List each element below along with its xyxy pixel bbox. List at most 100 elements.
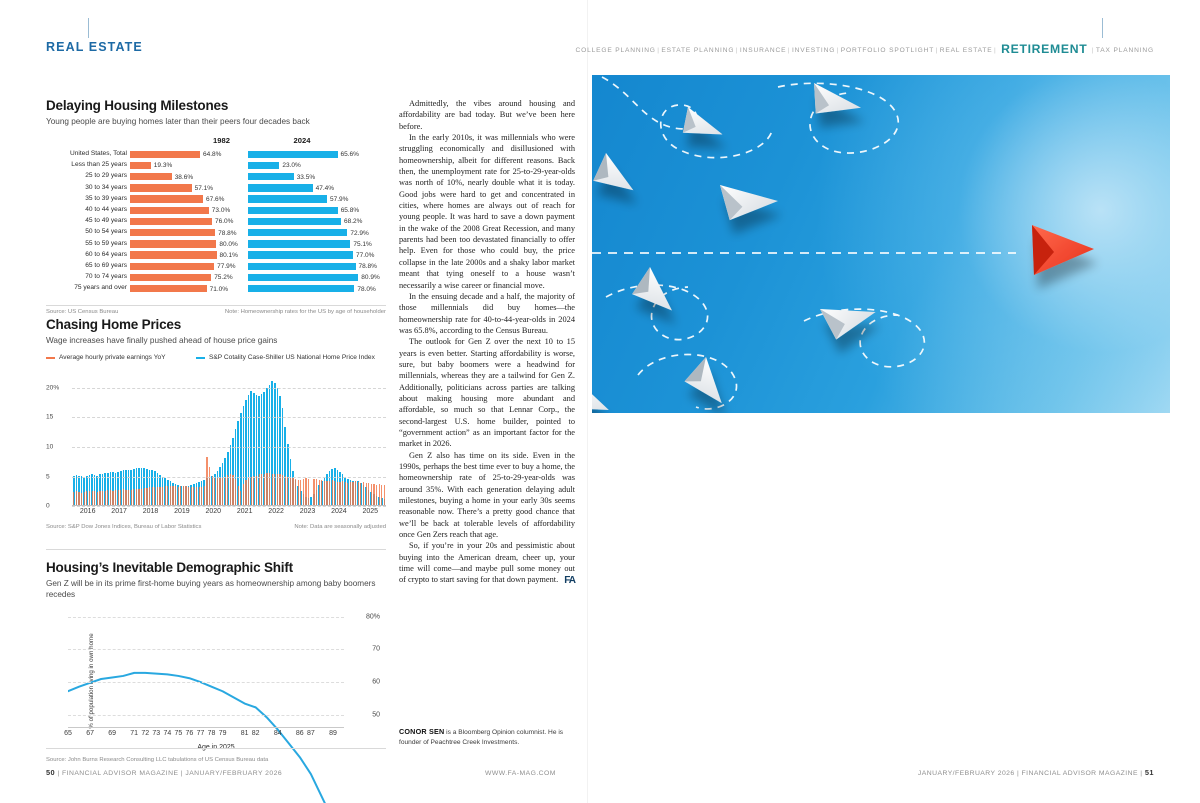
nav-item-retirement[interactable]: RETIREMENT: [1001, 42, 1088, 56]
chart1-value-label: 67.6%: [206, 196, 225, 203]
table-row: 60 to 64 years 80.1% 77.0%: [46, 250, 386, 261]
chart2-bar-earnings: [182, 485, 185, 506]
chart2-bar-hpi: [122, 470, 125, 506]
chart1-bar: [130, 251, 217, 259]
chart2-legend-label-b: S&P Cotality Case-Shiller US National Ho…: [209, 354, 375, 362]
chart2-bar-earnings: [216, 477, 218, 506]
chart3-plot: % of population living in own home 50 60 7…: [46, 610, 386, 751]
chart1-bar-track: 71.0%: [130, 284, 228, 293]
chart1-bar-track: 68.2%: [248, 217, 368, 226]
chart2-bar-hpi: [286, 443, 289, 506]
nav-item-insurance[interactable]: INSURANCE: [739, 47, 787, 54]
chart2-bar-group: [135, 374, 139, 506]
chart-delaying-housing-milestones: Delaying Housing Milestones Young people…: [46, 98, 386, 319]
nav-item-college-planning[interactable]: COLLEGE PLANNING: [575, 47, 656, 54]
chart2-bar-group: [294, 374, 298, 506]
chart2-bar-group: [143, 374, 146, 506]
chart3-series-line: [68, 673, 344, 803]
chart1-bar: [130, 161, 151, 170]
flight-paths: [592, 76, 1016, 410]
chart1-category-label: Less than 25 years: [71, 161, 127, 169]
paper-airplanes-illustration: [592, 76, 1094, 411]
chart2-bar-earnings: [112, 490, 114, 506]
chart2-bar-group: [266, 374, 269, 506]
nav-item-estate-planning[interactable]: ESTATE PLANNING: [661, 47, 735, 54]
chart2-bar-group: [336, 374, 340, 506]
chart2-bar-earnings: [185, 486, 187, 506]
chart2-bar-earnings: [135, 489, 138, 506]
chart2-bar-earnings: [248, 477, 250, 506]
chart1-value-label: 33.5%: [296, 173, 316, 181]
chart1-value-label: 77.9%: [217, 263, 236, 271]
chart1-bar: [130, 150, 200, 159]
chart2-bar-hpi: [255, 395, 258, 506]
chart1-bar-track: 80.0%: [130, 240, 238, 248]
footer-left: 50 | FINANCIAL ADVISOR MAGAZINE | JANUAR…: [46, 768, 282, 777]
chart1-value-label: 68.2%: [344, 218, 363, 226]
chart2-bar-hpi: [112, 471, 114, 506]
chart1-value-label: 47.4%: [315, 184, 335, 192]
hero-image-paper-airplanes: [592, 75, 1170, 413]
chart2-bar-earnings: [78, 492, 80, 506]
chart2-bar-hpi: [284, 427, 286, 506]
chart3-x-axis-title: Age in 2025: [46, 744, 386, 751]
chart3-x-tick-label: 74: [163, 730, 172, 738]
chart2-bar-hpi: [86, 475, 88, 506]
chart3-title: Housing’s Inevitable Demographic Shift: [46, 560, 293, 575]
chart3-x-tick-label: 84: [273, 730, 282, 738]
chart2-bar-group: [219, 374, 222, 506]
chart2-bar-earnings: [242, 483, 245, 506]
chart2-bar-group: [271, 374, 274, 506]
chart2-bar-earnings: [133, 489, 135, 506]
chart2-bar-group: [200, 374, 204, 506]
chart2-bar-earnings: [107, 490, 109, 506]
chart3-x-tick-label: 77: [196, 730, 205, 738]
chart1-bar: [130, 284, 207, 293]
chart1-bar: [130, 184, 192, 192]
chart2-bar-hpi: [99, 474, 101, 506]
chart2-bar-group: [91, 374, 94, 506]
chart2-bar-hpi: [96, 475, 99, 506]
chart2-bar-group: [109, 374, 113, 506]
chart2-footnotes: Source: S&P Dow Jones Indices, Bureau of…: [46, 524, 386, 534]
chart1-bar-track: 72.9%: [248, 228, 369, 237]
chart2-x-tick-label: 2016: [79, 508, 96, 516]
nav-item-portfolio-spotlight[interactable]: PORTFOLIO SPOTLIGHT: [840, 47, 935, 54]
chart2-x-tick-label: 2017: [111, 508, 127, 516]
chart1-bar: [248, 195, 327, 203]
chart2-bar-hpi: [80, 476, 83, 506]
chart2-legend-label-a: Average hourly private earnings YoY: [59, 354, 166, 362]
chart2-bar-hpi: [253, 392, 255, 506]
chart2-bar-earnings: [115, 490, 117, 506]
chart2-bar-earnings: [125, 489, 127, 506]
chart2-bar-earnings: [266, 473, 268, 506]
paragraph: So, if you’re in your 20s and pessimisti…: [399, 541, 576, 586]
chart2-bar-group: [88, 374, 92, 506]
chart2-bar-group: [99, 374, 102, 506]
chart2-bar-group: [226, 374, 230, 506]
chart3-x-tick-label: 72: [141, 730, 150, 738]
chart1-value-label: 75.1%: [353, 240, 372, 248]
footer-right-text: JANUARY/FEBRUARY 2026 | FINANCIAL ADVISO…: [917, 770, 1145, 777]
chart2-bar-earnings: [96, 492, 98, 506]
chart3-x-axis: 65 67 69 71 72 73 74 75 76 77 78 79 81 82 84 86 87 89: [46, 728, 386, 742]
nav-item-tax-planning[interactable]: TAX PLANNING: [1095, 47, 1154, 54]
chart1-bar-track: 80.1%: [130, 251, 238, 259]
chart2-bar-earnings: [352, 482, 354, 506]
chart2-bar-group: [133, 374, 136, 506]
chart2-bar-earnings: [109, 490, 111, 506]
nav-item-investing[interactable]: INVESTING: [792, 47, 836, 54]
chart2-bar-earnings: [349, 482, 352, 506]
chart2-bar-earnings: [381, 484, 383, 506]
chart2-bar-group: [318, 374, 321, 506]
chart1-bar-track: 78.8%: [248, 262, 377, 270]
chart2-bar-group: [112, 374, 115, 506]
chart1-bar-track: 73.0%: [130, 206, 230, 214]
author-bio-text: is a Bloomberg Opinion columnist. He is …: [399, 729, 564, 746]
chart2-bar-earnings: [297, 479, 299, 506]
chart2-bar-earnings: [203, 486, 205, 506]
footer-url[interactable]: WWW.FA-MAG.COM: [485, 770, 556, 777]
chart2-bar-earnings: [357, 482, 359, 506]
chart2-bar-hpi: [138, 468, 140, 506]
nav-item-real-estate[interactable]: REAL ESTATE: [939, 47, 993, 54]
